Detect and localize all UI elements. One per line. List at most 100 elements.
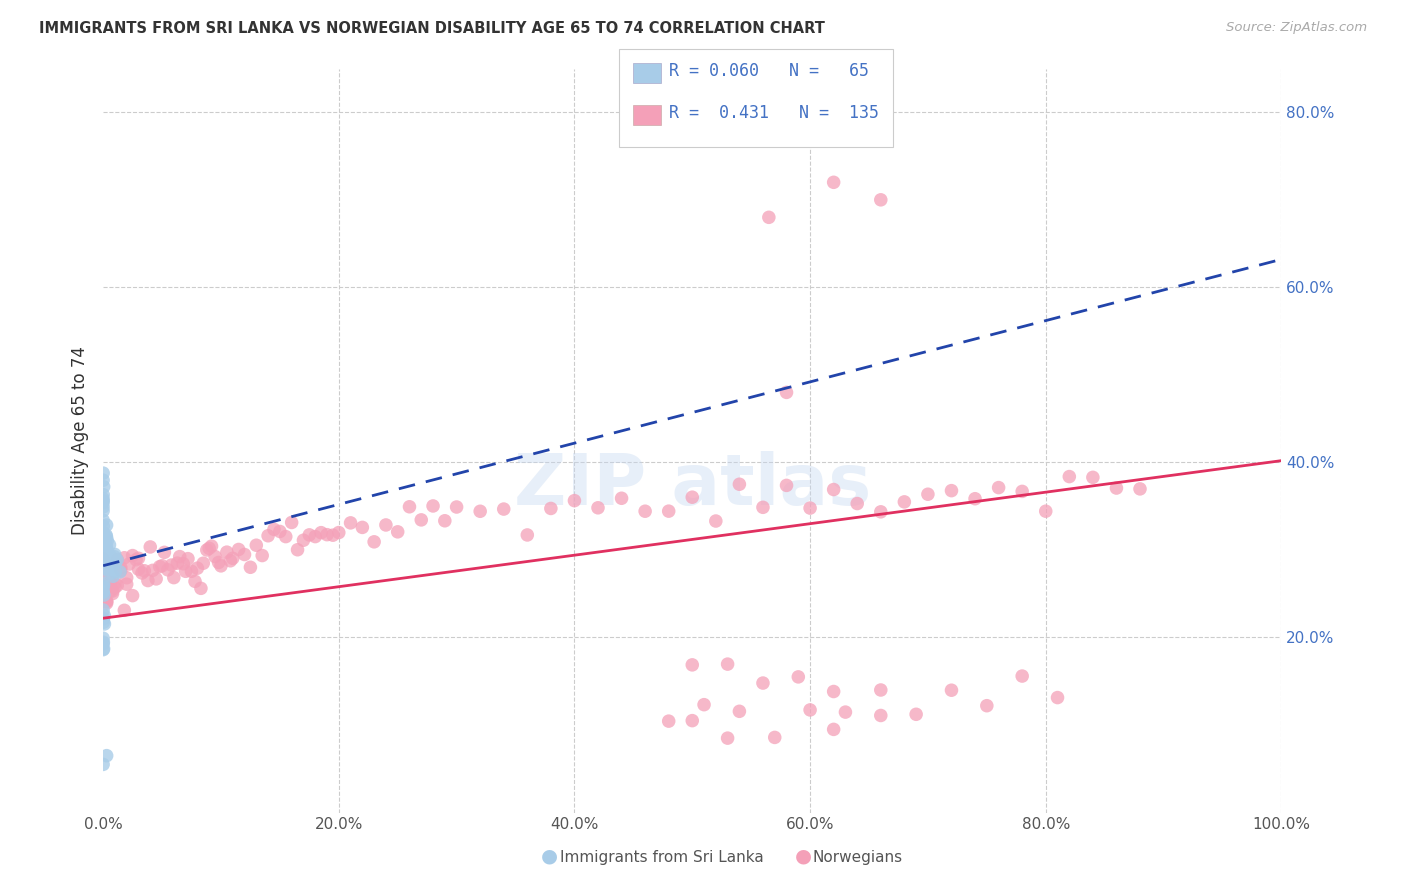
Point bbox=[91, 637, 114, 651]
Point bbox=[233, 548, 256, 562]
Point bbox=[387, 524, 409, 539]
Point bbox=[134, 564, 156, 578]
Point bbox=[1105, 481, 1128, 495]
Text: ●: ● bbox=[794, 847, 811, 865]
Point bbox=[150, 558, 173, 573]
Point bbox=[91, 491, 114, 506]
Point bbox=[309, 525, 332, 540]
Point bbox=[717, 731, 740, 746]
Point bbox=[758, 211, 780, 225]
Point bbox=[91, 466, 114, 480]
Point bbox=[869, 708, 891, 723]
Point bbox=[104, 576, 127, 591]
Point bbox=[193, 556, 215, 570]
Point bbox=[693, 698, 716, 712]
Point bbox=[97, 562, 120, 576]
Point bbox=[112, 603, 135, 617]
Point bbox=[91, 495, 114, 509]
Point bbox=[104, 565, 127, 579]
Point bbox=[228, 542, 250, 557]
Point bbox=[91, 757, 114, 772]
Text: Immigrants from Sri Lanka: Immigrants from Sri Lanka bbox=[560, 850, 763, 865]
Point bbox=[91, 557, 114, 571]
Point bbox=[121, 589, 143, 603]
Text: R = 0.060   N =   65: R = 0.060 N = 65 bbox=[669, 62, 869, 79]
Point bbox=[93, 616, 115, 631]
Point bbox=[91, 528, 114, 542]
Point bbox=[112, 550, 135, 565]
Point bbox=[339, 516, 361, 530]
Point bbox=[905, 707, 928, 722]
Point bbox=[681, 714, 703, 728]
Point bbox=[287, 542, 309, 557]
Point bbox=[1129, 482, 1152, 496]
Point bbox=[787, 670, 810, 684]
Point bbox=[1035, 504, 1057, 518]
Point bbox=[91, 525, 114, 540]
Point bbox=[105, 552, 128, 566]
Point bbox=[91, 585, 114, 599]
Point bbox=[363, 534, 385, 549]
Point bbox=[198, 541, 221, 556]
Text: Norwegians: Norwegians bbox=[813, 850, 903, 865]
Point bbox=[184, 574, 207, 589]
Point bbox=[681, 490, 703, 504]
Point bbox=[775, 478, 797, 492]
Point bbox=[374, 518, 396, 533]
Point bbox=[91, 504, 114, 518]
Point bbox=[728, 704, 751, 718]
Point bbox=[169, 549, 191, 564]
Point bbox=[153, 545, 176, 559]
Point bbox=[131, 566, 153, 580]
Point bbox=[263, 522, 285, 536]
Point bbox=[316, 527, 339, 541]
Point bbox=[1011, 484, 1033, 499]
Point bbox=[658, 714, 681, 728]
Text: Source: ZipAtlas.com: Source: ZipAtlas.com bbox=[1226, 21, 1367, 34]
Point bbox=[108, 565, 131, 579]
Point bbox=[304, 530, 326, 544]
Point bbox=[1081, 470, 1104, 484]
Point bbox=[104, 547, 127, 561]
Point bbox=[586, 500, 609, 515]
Point bbox=[222, 551, 245, 566]
Point bbox=[681, 657, 703, 672]
Point bbox=[869, 193, 891, 207]
Point bbox=[91, 513, 114, 527]
Point bbox=[98, 538, 121, 552]
Point bbox=[180, 564, 202, 578]
Point bbox=[96, 748, 118, 763]
Point bbox=[658, 504, 681, 518]
Point bbox=[96, 539, 118, 553]
Point bbox=[799, 703, 821, 717]
Point bbox=[91, 632, 114, 646]
Point bbox=[204, 549, 226, 564]
Point bbox=[91, 543, 114, 558]
Point bbox=[101, 569, 124, 583]
Point bbox=[110, 564, 132, 578]
Point bbox=[94, 549, 117, 564]
Point bbox=[163, 571, 186, 585]
Point bbox=[257, 529, 280, 543]
Point bbox=[93, 480, 115, 494]
Point bbox=[516, 528, 538, 542]
Point bbox=[869, 505, 891, 519]
Point bbox=[96, 595, 118, 609]
Text: ZIP atlas: ZIP atlas bbox=[513, 450, 870, 520]
Point bbox=[215, 545, 238, 559]
Point bbox=[93, 615, 115, 630]
Point bbox=[987, 481, 1010, 495]
Text: R =  0.431   N =  135: R = 0.431 N = 135 bbox=[669, 104, 879, 122]
Point bbox=[298, 528, 321, 542]
Point bbox=[91, 493, 114, 508]
Point bbox=[105, 578, 128, 592]
Point bbox=[100, 561, 122, 575]
Point bbox=[97, 557, 120, 571]
Point bbox=[834, 705, 856, 719]
Point bbox=[127, 551, 149, 566]
Point bbox=[91, 530, 114, 544]
Point bbox=[492, 502, 515, 516]
Point bbox=[245, 538, 267, 552]
Point bbox=[98, 583, 121, 598]
Point bbox=[207, 556, 229, 570]
